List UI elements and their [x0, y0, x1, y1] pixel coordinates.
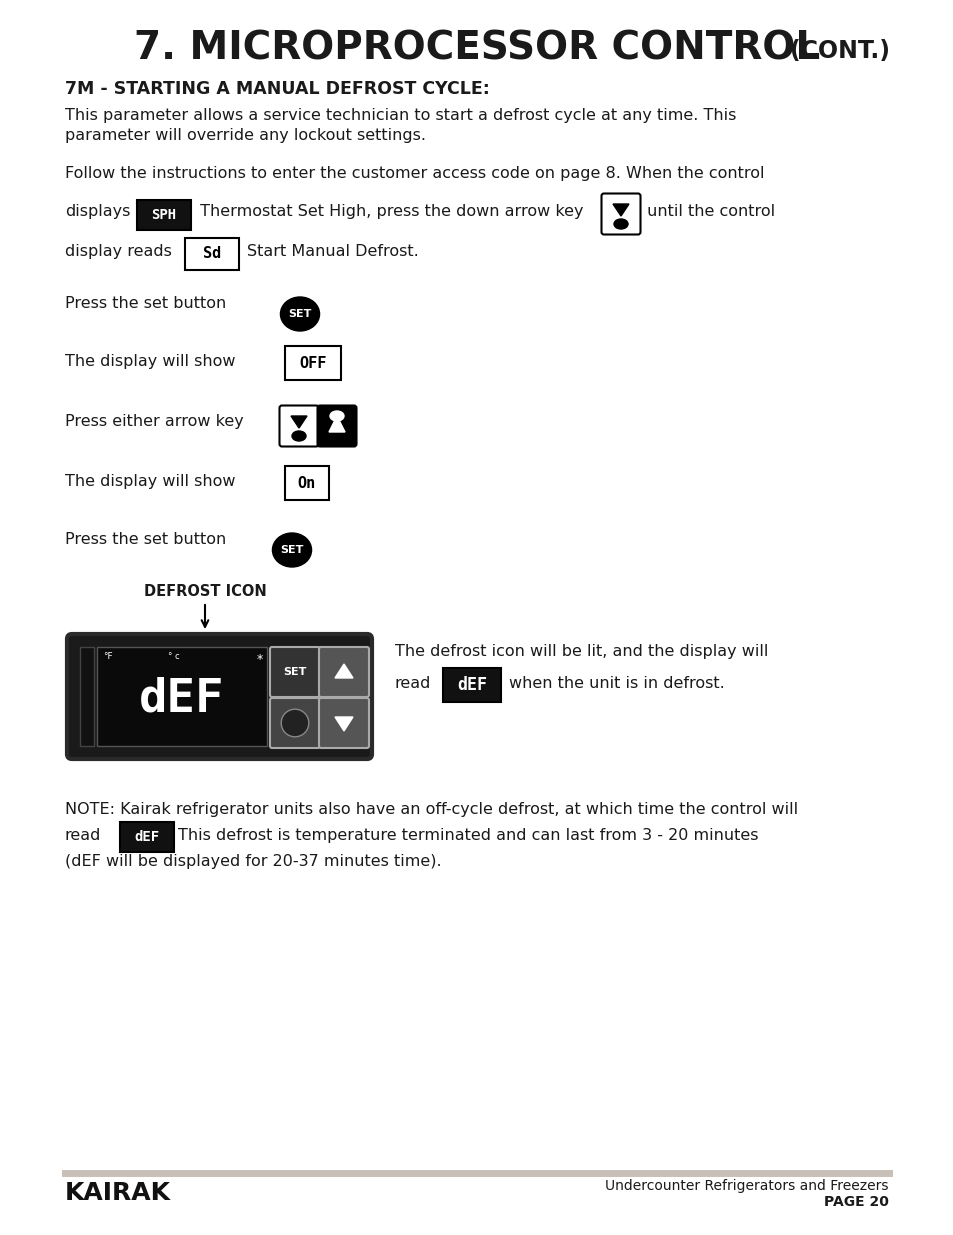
Polygon shape	[335, 718, 353, 731]
Polygon shape	[335, 664, 353, 678]
Polygon shape	[329, 416, 345, 432]
Text: SPH: SPH	[152, 207, 176, 222]
Text: (dEF will be displayed for 20-37 minutes time).: (dEF will be displayed for 20-37 minutes…	[65, 853, 441, 869]
Text: Press either arrow key: Press either arrow key	[65, 414, 244, 429]
Ellipse shape	[292, 431, 306, 441]
Text: On: On	[297, 475, 315, 490]
Text: *: *	[256, 653, 263, 666]
FancyBboxPatch shape	[601, 194, 639, 235]
Text: Thermostat Set High, press the down arrow key: Thermostat Set High, press the down arro…	[194, 204, 583, 219]
Polygon shape	[613, 204, 628, 216]
FancyBboxPatch shape	[318, 698, 369, 748]
Text: Press the set button: Press the set button	[65, 532, 226, 547]
Text: SET: SET	[280, 545, 303, 555]
Bar	[120, 823, 173, 852]
Text: read: read	[65, 827, 101, 844]
Text: PAGE 20: PAGE 20	[823, 1195, 888, 1209]
Circle shape	[281, 709, 309, 737]
FancyBboxPatch shape	[270, 698, 319, 748]
Bar	[185, 238, 239, 270]
FancyBboxPatch shape	[67, 634, 372, 760]
Text: 7. MICROPROCESSOR CONTROL: 7. MICROPROCESSOR CONTROL	[133, 30, 820, 68]
Text: °: °	[167, 652, 172, 661]
Text: 7M - STARTING A MANUAL DEFROST CYCLE:: 7M - STARTING A MANUAL DEFROST CYCLE:	[65, 80, 489, 98]
Text: Start Manual Defrost.: Start Manual Defrost.	[247, 245, 418, 259]
Text: The display will show: The display will show	[65, 474, 235, 489]
FancyBboxPatch shape	[270, 647, 319, 697]
Text: KAIRAK: KAIRAK	[65, 1181, 171, 1205]
Text: SET: SET	[283, 667, 306, 677]
Text: Sd: Sd	[203, 247, 221, 262]
Text: parameter will override any lockout settings.: parameter will override any lockout sett…	[65, 128, 426, 143]
Bar	[285, 466, 329, 500]
Text: until the control: until the control	[641, 204, 774, 219]
Text: c: c	[174, 652, 179, 661]
Ellipse shape	[330, 411, 344, 421]
Ellipse shape	[614, 219, 627, 228]
Text: DEFROST ICON: DEFROST ICON	[144, 584, 266, 599]
Text: The display will show: The display will show	[65, 354, 235, 369]
Bar	[137, 200, 191, 230]
Text: when the unit is in defrost.: when the unit is in defrost.	[509, 676, 724, 692]
Text: dEF: dEF	[134, 830, 159, 844]
Text: displays: displays	[65, 204, 131, 219]
Bar	[442, 668, 500, 701]
Text: dEF: dEF	[139, 676, 225, 721]
Text: (CONT.): (CONT.)	[789, 40, 889, 63]
Text: The defrost icon will be lit, and the display will: The defrost icon will be lit, and the di…	[395, 643, 767, 659]
Ellipse shape	[273, 534, 312, 567]
FancyBboxPatch shape	[317, 405, 356, 447]
Text: SET: SET	[288, 309, 312, 319]
Text: NOTE: Kairak refrigerator units also have an off-cycle defrost, at which time th: NOTE: Kairak refrigerator units also hav…	[65, 802, 798, 818]
Text: display reads: display reads	[65, 245, 172, 259]
Polygon shape	[291, 416, 307, 429]
Bar	[80, 647, 94, 746]
Text: Press the set button: Press the set button	[65, 296, 226, 311]
Text: This defrost is temperature terminated and can last from 3 - 20 minutes: This defrost is temperature terminated a…	[178, 827, 758, 844]
FancyBboxPatch shape	[318, 647, 369, 697]
Bar	[97, 647, 267, 746]
Text: read: read	[395, 676, 431, 692]
Text: OFF: OFF	[299, 356, 326, 370]
Text: °F: °F	[103, 652, 112, 661]
Bar	[285, 346, 340, 380]
Text: Follow the instructions to enter the customer access code on page 8. When the co: Follow the instructions to enter the cus…	[65, 165, 763, 182]
Text: Undercounter Refrigerators and Freezers: Undercounter Refrigerators and Freezers	[605, 1179, 888, 1193]
Ellipse shape	[280, 296, 319, 331]
Text: dEF: dEF	[456, 676, 486, 694]
Text: This parameter allows a service technician to start a defrost cycle at any time.: This parameter allows a service technici…	[65, 107, 736, 124]
FancyBboxPatch shape	[279, 405, 318, 447]
